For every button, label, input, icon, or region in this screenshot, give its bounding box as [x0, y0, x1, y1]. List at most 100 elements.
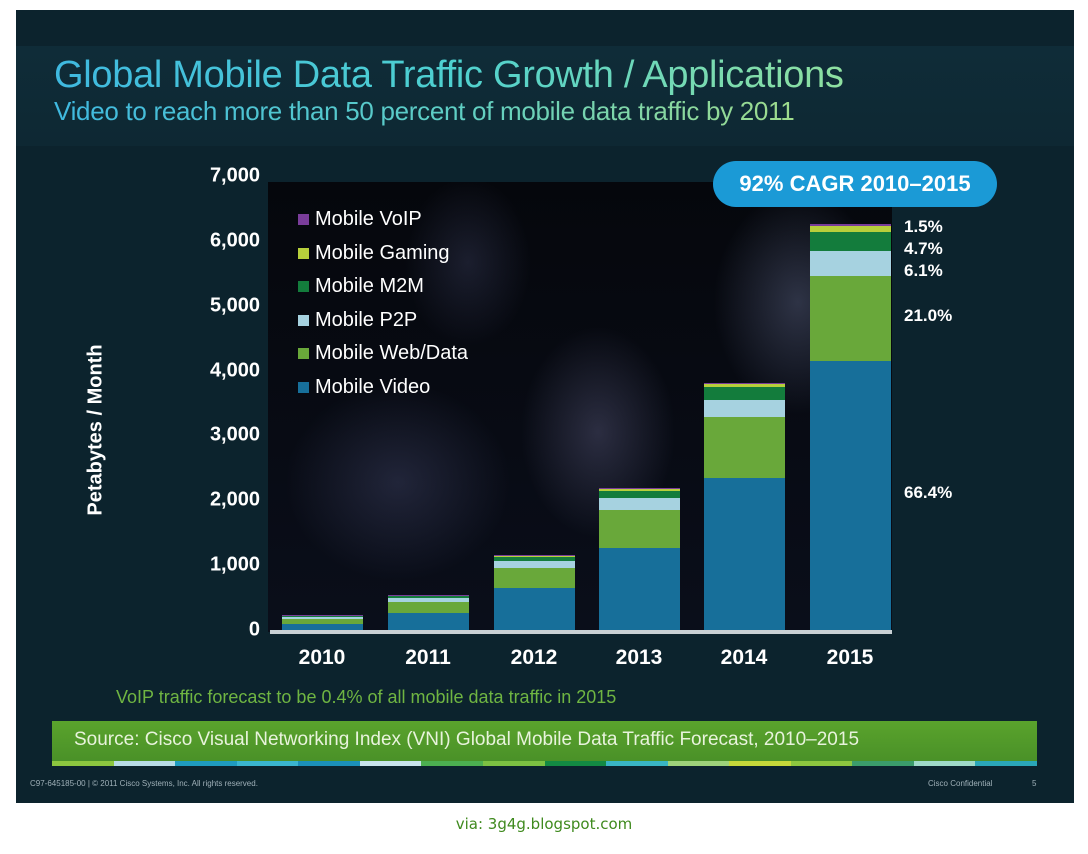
- stripe-segment: [113, 761, 176, 766]
- voip-note: VoIP traffic forecast to be 0.4% of all …: [116, 687, 617, 707]
- legend-item: Mobile Gaming: [298, 237, 468, 271]
- stripe-segment: [236, 761, 299, 766]
- bar-segment-mobile-p2p-2010: [281, 616, 363, 619]
- legend-item: Mobile Video: [298, 371, 468, 405]
- bar-segment-mobile-video-2010: [281, 623, 363, 630]
- bar-segment-mobile-voip-2013: [598, 488, 680, 490]
- bar-segment-mobile-video-2014: [703, 478, 785, 630]
- bar-segment-mobile-m2m-2015: [809, 232, 891, 252]
- y-tick-label: 1,000: [209, 553, 260, 576]
- legend-label: Mobile Video: [315, 375, 431, 398]
- bar-segment-mobile-p2p-2014: [703, 399, 785, 417]
- background-photo: [268, 182, 892, 632]
- x-tick-label: 2010: [298, 646, 346, 669]
- stripe-segment: [852, 761, 914, 766]
- stripe-segment: [52, 761, 114, 766]
- stripe-segment: [544, 761, 607, 766]
- stripe-segment: [359, 761, 422, 766]
- y-axis-title: Petabytes / Month: [84, 344, 107, 516]
- bar-segment-mobile-m2m-2013: [598, 490, 680, 499]
- x-axis-line: [270, 630, 892, 634]
- stripe-segment: [975, 761, 1037, 766]
- legend-swatch: [298, 314, 309, 326]
- bar-segment-mobile-m2m-2011: [387, 595, 469, 598]
- legend-swatch: [298, 281, 309, 293]
- source-text: Source: Cisco Visual Networking Index (V…: [74, 729, 860, 750]
- legend-item: Mobile M2M: [298, 270, 468, 304]
- y-tick-label: 6,000: [209, 229, 260, 252]
- x-tick-label: 2013: [615, 646, 663, 669]
- legend-swatch: [298, 214, 309, 226]
- stripe-segment: [175, 761, 237, 766]
- y-tick-label: 4,000: [209, 359, 260, 382]
- legend-item: Mobile P2P: [298, 304, 468, 338]
- source-bar: Source: Cisco Visual Networking Index (V…: [52, 721, 1037, 761]
- bar-segment-mobile-gaming-2013: [598, 488, 680, 491]
- legend-label: Mobile P2P: [315, 308, 418, 331]
- footer-copyright: C97-645185-00 | © 2011 Cisco Systems, In…: [30, 779, 258, 788]
- bar-segment-mobile-voip-2010: [281, 614, 363, 616]
- legend-label: Mobile VoIP: [315, 208, 422, 231]
- bar-segment-mobile-p2p-2012: [493, 561, 575, 568]
- y-tick-label: 5,000: [209, 294, 260, 317]
- bar-segment-mobile-voip-2011: [387, 594, 469, 596]
- title-band: [16, 46, 1074, 146]
- bar-segment-mobile-p2p-2013: [598, 498, 680, 510]
- y-tick-label: 2,000: [209, 488, 260, 511]
- bar-segment-mobile-gaming-2015: [809, 225, 891, 233]
- decorative-stripe: [52, 761, 1037, 766]
- page-number: 5: [1032, 779, 1037, 788]
- stripe-segment: [482, 761, 545, 766]
- bar-segment-mobile-web-data-2015: [809, 275, 891, 361]
- bar-segment-mobile-web-data-2010: [281, 618, 363, 624]
- cagr-badge: 92% CAGR 2010–2015: [713, 161, 997, 207]
- legend-label: Mobile Web/Data: [315, 342, 469, 365]
- bar-segment-mobile-gaming-2014: [703, 383, 785, 388]
- share-label: 6.1%: [904, 261, 943, 281]
- stripe-segment: [421, 761, 483, 766]
- bar-segment-mobile-voip-2015: [809, 224, 891, 226]
- x-tick-label: 2011: [405, 646, 451, 669]
- footer-confidential: Cisco Confidential: [928, 779, 993, 788]
- legend-swatch: [298, 348, 309, 360]
- legend-swatch: [298, 247, 309, 259]
- legend-swatch: [298, 381, 309, 393]
- bar-segment-mobile-m2m-2010: [281, 615, 363, 617]
- legend-label: Mobile M2M: [315, 275, 424, 298]
- bar-segment-mobile-m2m-2014: [703, 387, 785, 400]
- share-label: 4.7%: [904, 239, 943, 259]
- stripe-segment: [298, 761, 360, 766]
- x-tick-label: 2014: [720, 646, 768, 669]
- legend: Mobile VoIP Mobile Gaming Mobile M2M Mobile…: [298, 203, 468, 404]
- bar-segment-mobile-m2m-2012: [493, 557, 575, 562]
- bar-segment-mobile-video-2013: [598, 547, 680, 630]
- legend-label: Mobile Gaming: [315, 241, 450, 264]
- bar-segment-mobile-voip-2012: [493, 555, 575, 557]
- y-tick-label: 7,000: [209, 164, 260, 187]
- x-tick-label: 2012: [510, 646, 558, 669]
- bar-segment-mobile-web-data-2011: [387, 602, 469, 613]
- slide-subtitle: Video to reach more than 50 percent of m…: [54, 96, 795, 126]
- bar-segment-mobile-video-2012: [493, 588, 575, 630]
- bar-segment-mobile-web-data-2012: [493, 567, 575, 589]
- slide-title: Global Mobile Data Traffic Growth / Appl…: [54, 54, 844, 96]
- bar-segment-mobile-gaming-2012: [493, 555, 575, 558]
- watermark-text: via: 3g4g.blogspot.com: [455, 815, 633, 833]
- stripe-segment: [667, 761, 730, 766]
- bar-segment-mobile-video-2015: [809, 360, 891, 630]
- bar-segment-mobile-web-data-2013: [598, 510, 680, 548]
- stripe-segment: [729, 761, 791, 766]
- share-label: 21.0%: [904, 306, 953, 326]
- share-label: 66.4%: [904, 483, 953, 503]
- stripe-segment: [913, 761, 976, 766]
- legend-item: Mobile Web/Data: [298, 337, 468, 371]
- y-tick-label: 3,000: [209, 423, 260, 446]
- stripe-segment: [606, 761, 668, 766]
- share-label: 1.5%: [904, 217, 943, 237]
- bar-segment-mobile-p2p-2011: [387, 597, 469, 603]
- x-tick-label: 2015: [826, 646, 874, 669]
- legend-item: Mobile VoIP: [298, 203, 468, 237]
- y-tick-label: 0: [248, 618, 260, 641]
- bar-segment-mobile-web-data-2014: [703, 416, 785, 479]
- stripe-segment: [790, 761, 853, 766]
